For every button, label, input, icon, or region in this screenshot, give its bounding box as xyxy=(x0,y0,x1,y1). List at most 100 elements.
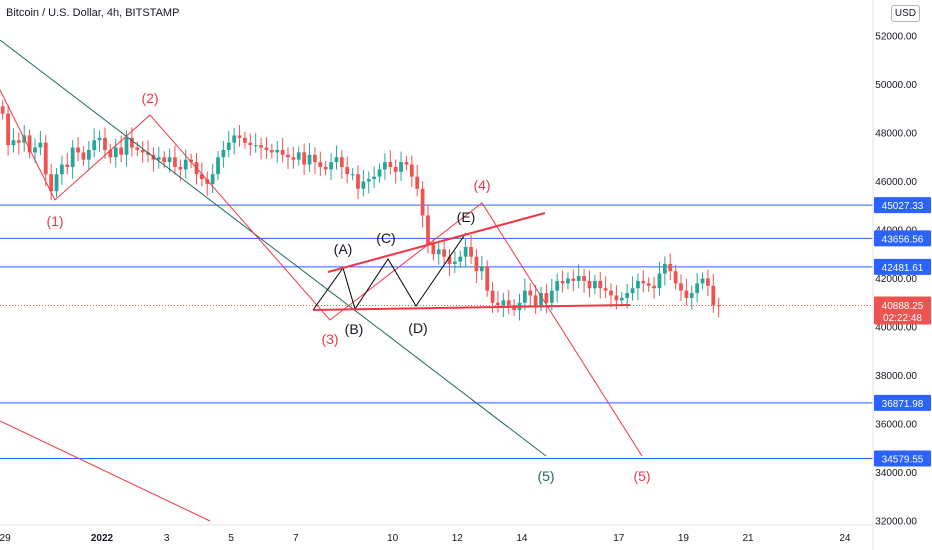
candle-body xyxy=(275,149,280,153)
candle-body xyxy=(700,278,705,284)
candle-body xyxy=(210,174,215,184)
wave-labels: (1) (2) (3) (4) (5) (5) (A) (B) (C) (D) (E) xyxy=(46,90,650,484)
candle-body xyxy=(533,295,538,306)
candle-body xyxy=(135,147,140,150)
candle-body xyxy=(92,140,97,150)
candle-body xyxy=(361,181,366,189)
last-price-label: 40888.25 xyxy=(882,301,924,312)
x-tick-label: 14 xyxy=(516,533,528,544)
candle-body xyxy=(522,290,527,303)
level-label: 45027.33 xyxy=(882,201,924,212)
candle-body xyxy=(388,162,393,167)
candle-body xyxy=(49,174,54,192)
candle-body xyxy=(140,149,145,153)
wave-label: (2) xyxy=(141,90,158,106)
candle-body xyxy=(183,159,188,170)
candle-body xyxy=(81,152,86,160)
candle-body xyxy=(372,176,377,180)
candle-body xyxy=(404,162,409,165)
candle-body xyxy=(60,164,64,175)
downtrend-line xyxy=(0,39,547,457)
candle-body xyxy=(65,164,70,167)
candle-body xyxy=(189,159,193,163)
wave-label: (B) xyxy=(345,321,364,337)
wave-label: (A) xyxy=(334,241,353,257)
wave-label: (1) xyxy=(46,213,63,229)
candle-body xyxy=(130,137,134,148)
level-tag xyxy=(874,197,931,214)
level-label: 42481.61 xyxy=(882,263,924,274)
candle-body xyxy=(43,142,48,175)
candle-body xyxy=(383,162,387,170)
candle-body xyxy=(657,273,662,289)
y-tick-label: 32000.00 xyxy=(875,517,917,528)
candle-body xyxy=(609,290,613,296)
candle-body xyxy=(625,293,630,298)
candle-body xyxy=(695,283,700,294)
candle-body xyxy=(350,174,355,176)
wave-label: (C) xyxy=(376,230,395,246)
candle-body xyxy=(156,157,161,160)
candle-body xyxy=(54,174,59,192)
candle-body xyxy=(706,278,710,286)
level-tag xyxy=(874,450,931,467)
candle-body xyxy=(592,280,597,289)
wave-label: (4) xyxy=(473,177,490,193)
candle-body xyxy=(646,283,651,286)
candle-body xyxy=(86,149,91,160)
candle-body xyxy=(716,305,721,307)
candle-body xyxy=(113,147,118,158)
price-axis: 32000.00 34000.00 36000.00 38000.00 40000.00… xyxy=(872,0,931,550)
currency-button[interactable]: USD xyxy=(890,5,920,22)
candle-body xyxy=(323,166,328,170)
candle-body xyxy=(603,288,608,291)
candle-body xyxy=(146,152,150,155)
candle-body xyxy=(259,145,263,148)
candle-body xyxy=(243,137,247,143)
candle-body xyxy=(689,293,694,298)
candle-body xyxy=(544,293,549,303)
candle-body xyxy=(668,263,673,272)
candle-body xyxy=(501,300,506,306)
candle-body xyxy=(652,285,656,289)
candle-body xyxy=(232,135,237,143)
wave-label: (E) xyxy=(457,209,476,225)
wave-label: (5) xyxy=(537,468,554,484)
candle-body xyxy=(539,293,543,306)
y-tick-label: 40000.00 xyxy=(875,323,917,334)
candle-body xyxy=(269,149,274,153)
candle-body xyxy=(97,137,102,141)
candle-body xyxy=(490,290,495,303)
candle-body xyxy=(339,157,344,167)
candle-body xyxy=(38,142,43,148)
impulse-wave xyxy=(0,89,643,457)
y-tick-label: 34000.00 xyxy=(875,468,917,479)
candle-body xyxy=(453,261,457,264)
candle-body xyxy=(571,278,576,281)
candle-body xyxy=(458,256,463,262)
x-tick-label: 19 xyxy=(678,533,690,544)
triangle-upper-line xyxy=(327,212,546,273)
candle-body xyxy=(566,278,570,284)
candle-body xyxy=(237,135,242,138)
candle-body xyxy=(33,147,37,153)
candle-body xyxy=(108,149,113,158)
x-tick-label: 7 xyxy=(293,533,299,544)
x-tick-label: 29 xyxy=(0,533,11,544)
candle-body xyxy=(103,137,107,150)
candle-body xyxy=(296,152,301,160)
wave-label: (D) xyxy=(408,320,427,336)
candle-body xyxy=(684,290,689,298)
x-tick-label: 17 xyxy=(613,533,625,544)
y-tick-label: 38000.00 xyxy=(875,371,917,382)
y-tick-label: 42000.00 xyxy=(875,274,917,285)
candle-body xyxy=(221,149,226,158)
candle-body xyxy=(426,215,430,245)
candle-body xyxy=(11,140,16,146)
candle-body xyxy=(399,162,403,172)
candle-body xyxy=(178,166,183,170)
candle-body xyxy=(662,263,667,274)
candle-body xyxy=(377,169,382,177)
candle-body xyxy=(27,135,32,153)
